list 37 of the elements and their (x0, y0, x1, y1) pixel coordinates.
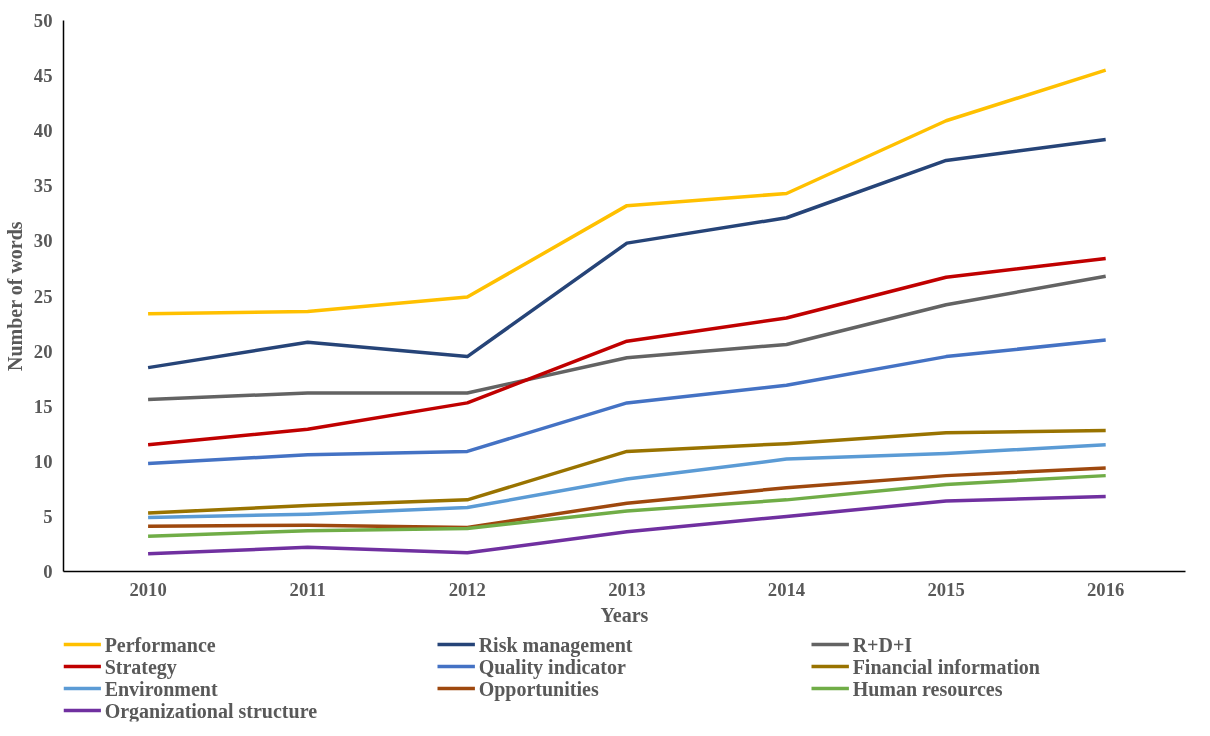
y-tick-label: 5 (43, 505, 53, 527)
line-series (146, 473, 1108, 538)
x-tick-label: 2015 (927, 578, 965, 600)
x-tick-label: 2012 (448, 578, 486, 600)
line-series (146, 256, 1108, 447)
legend-label: Risk management (478, 633, 633, 657)
legend-label: Financial information (852, 655, 1040, 678)
line-series (146, 68, 1108, 316)
y-tick-label: 20 (33, 340, 53, 362)
line-series (146, 494, 1108, 556)
line-series (146, 443, 1108, 520)
y-axis-title: Number of words (3, 221, 26, 371)
legend-label: R+D+I (852, 633, 913, 656)
x-tick-label: 2010 (129, 578, 167, 600)
y-tick-label: 30 (33, 230, 53, 252)
y-tick-label: 10 (33, 450, 53, 472)
line-series (146, 466, 1108, 530)
line-series (146, 428, 1108, 515)
line-series (146, 137, 1108, 370)
y-tick-label: 35 (33, 175, 53, 197)
line-series (146, 338, 1108, 466)
legend-label: Human resources (852, 677, 1003, 700)
y-tick-label: 50 (33, 10, 53, 31)
x-tick-label: 2011 (289, 578, 326, 600)
x-axis-title: Years (600, 603, 649, 626)
y-tick-label: 15 (33, 395, 53, 417)
x-tick-label: 2014 (767, 578, 806, 600)
x-tick-label: 2016 (1087, 578, 1125, 600)
y-tick-label: 40 (33, 120, 53, 142)
y-tick-label: 25 (33, 285, 53, 307)
legend-label: Strategy (104, 655, 177, 679)
legend-label: Organizational structure (104, 699, 318, 723)
y-tick-label: 45 (33, 65, 53, 87)
x-tick-label: 2013 (608, 578, 646, 600)
legend-label: Performance (104, 633, 216, 656)
y-tick-label: 0 (43, 561, 53, 582)
line-series (146, 274, 1108, 402)
